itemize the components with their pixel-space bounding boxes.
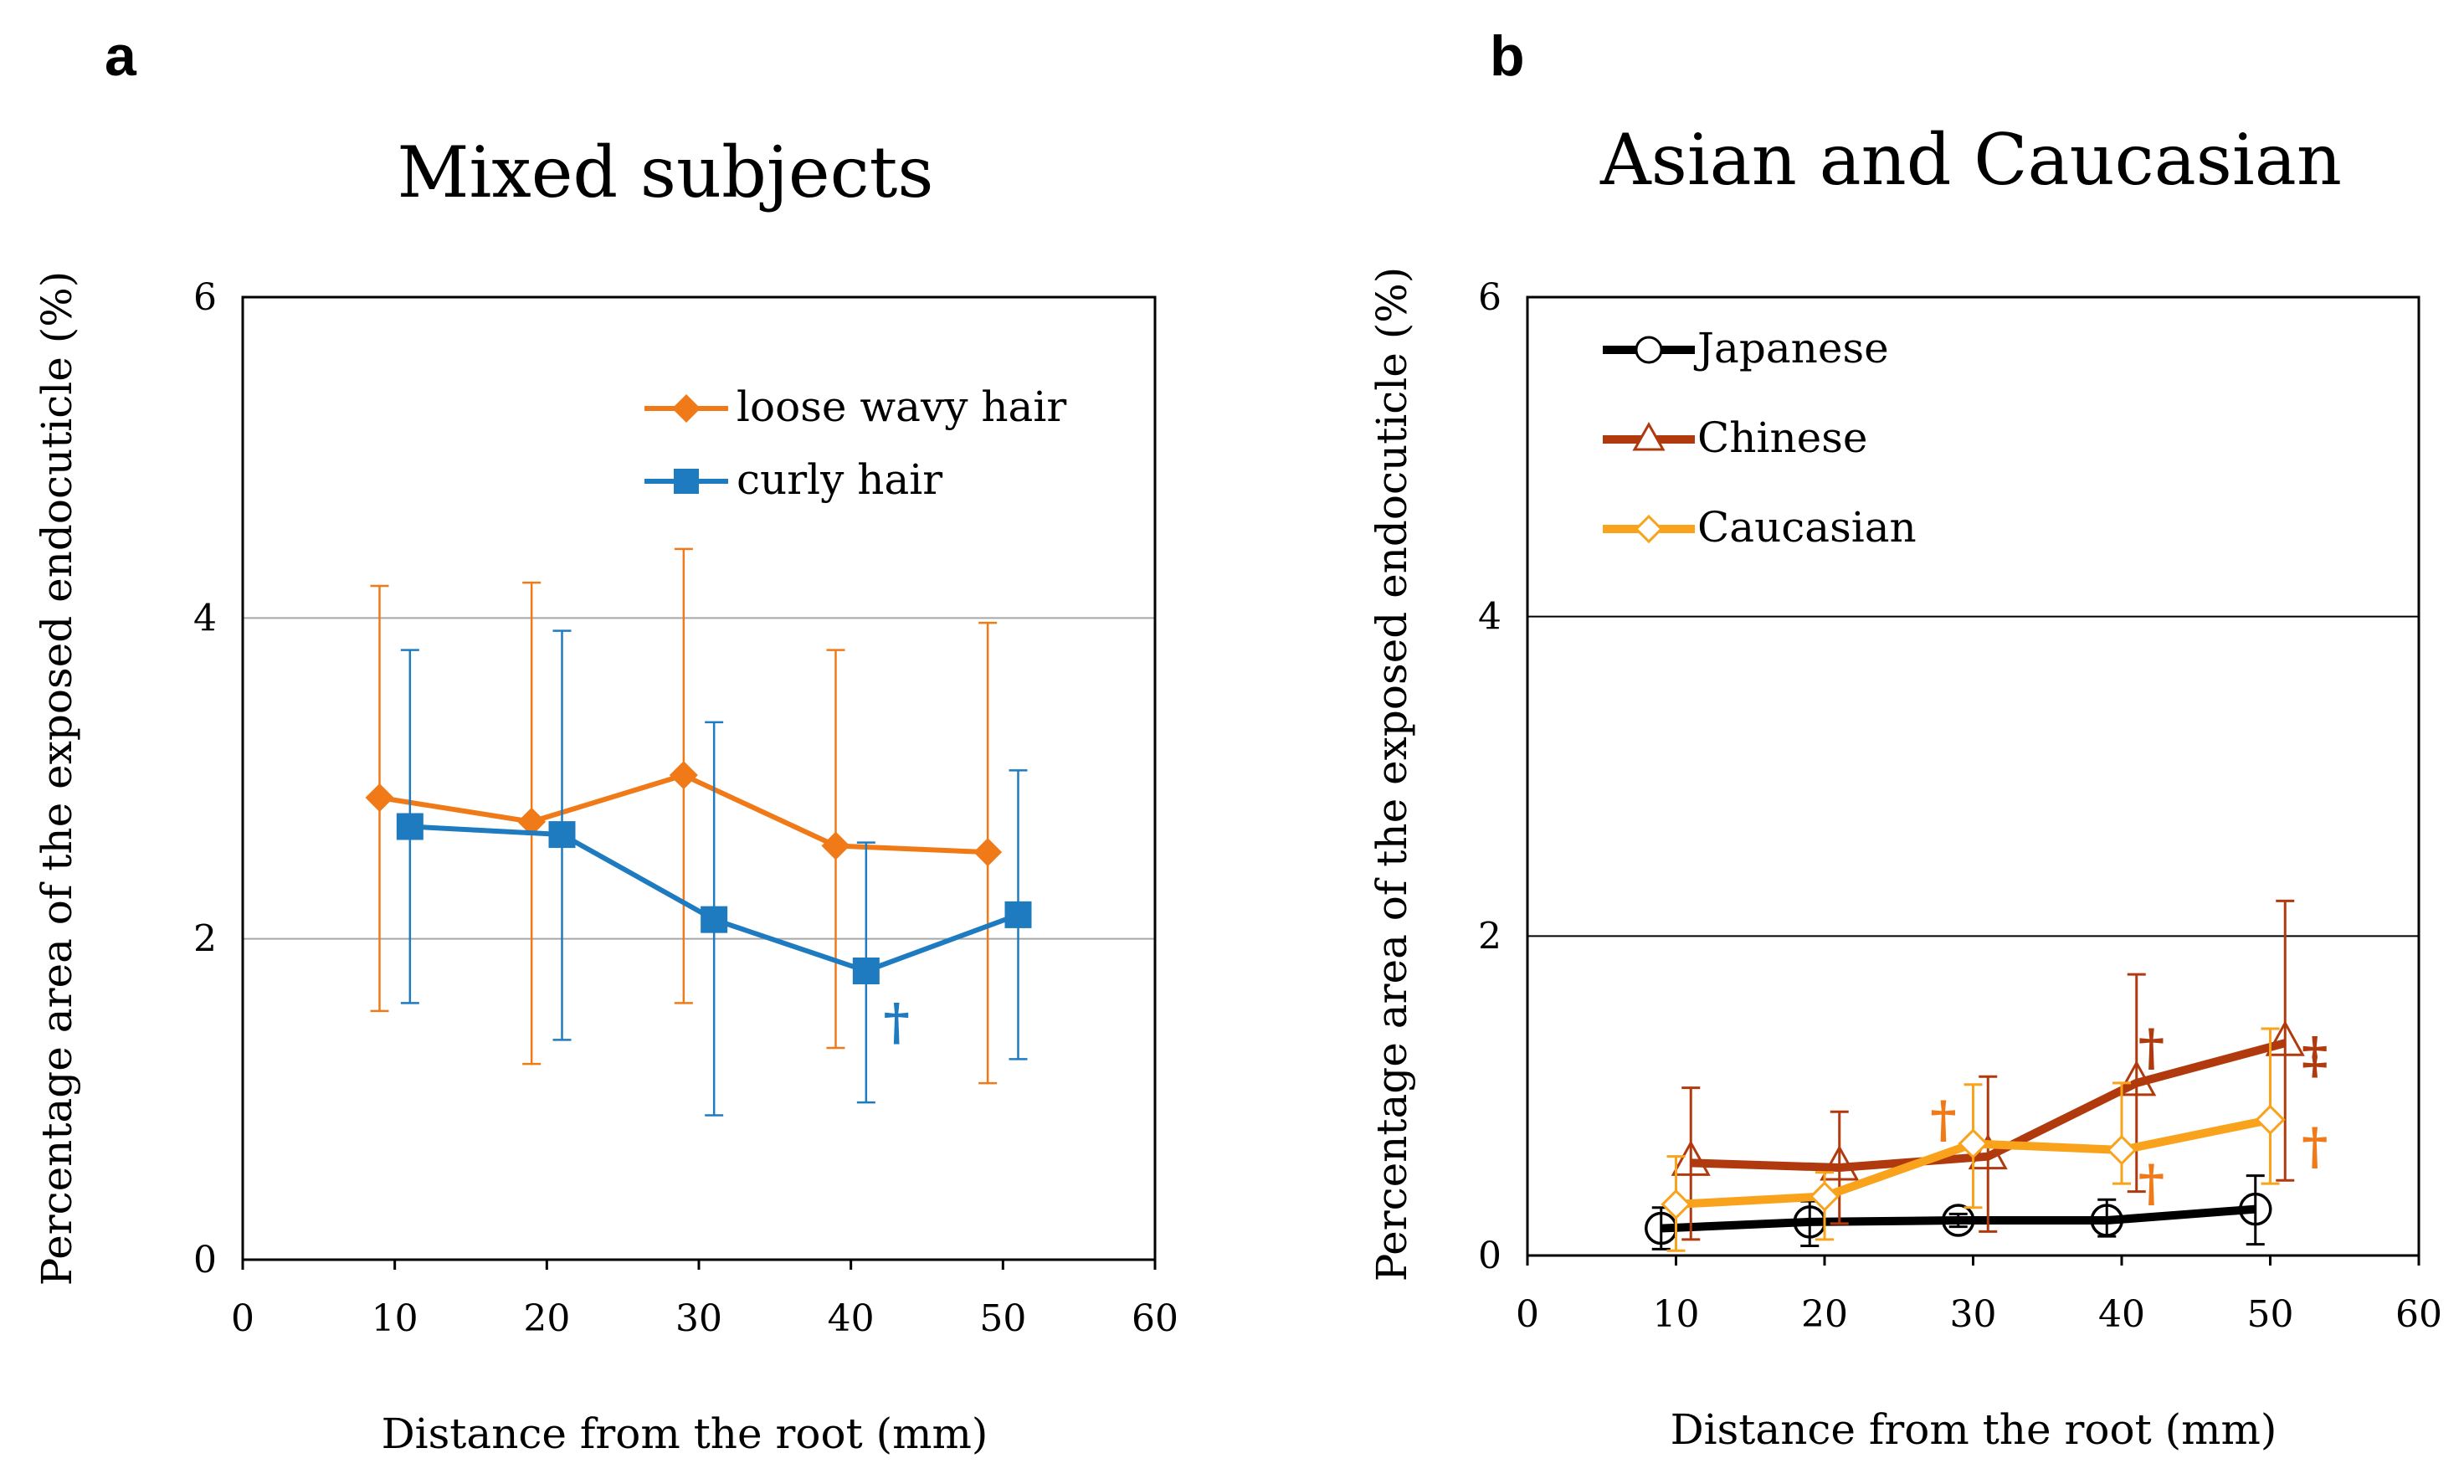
legend-marker-chinese — [1632, 421, 1666, 451]
a-point-loose-wavy-hair-3 — [821, 831, 850, 860]
b-y-tick-6: 6 — [1478, 276, 1502, 319]
panel-a-title: Mixed subjects — [397, 131, 933, 213]
a-series-loose-wavy-hair — [365, 547, 1003, 1085]
b-annotation-2: † — [2138, 1154, 2164, 1213]
b-annotation-4: † — [2302, 1117, 2328, 1176]
a-point-loose-wavy-hair-1 — [517, 807, 547, 836]
b-y-tick-0: 0 — [1478, 1235, 1502, 1277]
b-point-chinese-0 — [1671, 1140, 1711, 1176]
panel-a-x-axis-label: Distance from the root (mm) — [382, 1410, 988, 1458]
a-x-tick-0: 0 — [231, 1297, 254, 1340]
a-point-curly-hair-1 — [548, 821, 576, 849]
b-y-tick-4: 4 — [1478, 596, 1502, 639]
a-y-tick-6: 6 — [193, 276, 217, 319]
b-x-tick-10: 10 — [1653, 1293, 1700, 1336]
panel-b-annotations: † † † ‡ † — [1930, 1019, 2328, 1213]
b-point-caucasian-3 — [2106, 1134, 2138, 1166]
b-x-tick-40: 40 — [2098, 1293, 2145, 1336]
panel-b-series — [1645, 899, 2305, 1252]
b-point-caucasian-4 — [2255, 1104, 2286, 1135]
a-point-loose-wavy-hair-0 — [365, 783, 394, 812]
a-x-tick-20: 20 — [523, 1297, 570, 1340]
a-point-curly-hair-0 — [396, 813, 424, 840]
b-point-japanese-2 — [1942, 1204, 1975, 1237]
legend-marker-loose-wavy — [672, 394, 701, 423]
legend-marker-japanese — [1635, 336, 1663, 364]
legend-label-loose-wavy: loose wavy hair — [737, 383, 1066, 431]
panel-b-title: Asian and Caucasian — [1599, 119, 2342, 201]
a-point-curly-hair-4 — [1004, 901, 1032, 928]
b-point-chinese-3 — [2117, 1060, 2157, 1096]
legend-label-curly: curly hair — [737, 455, 942, 504]
a-point-loose-wavy-hair-2 — [669, 761, 698, 790]
b-point-caucasian-1 — [1809, 1181, 1840, 1212]
a-y-tick-0: 0 — [193, 1239, 217, 1281]
panel-b-y-tick-labels: 0 2 4 6 — [1478, 276, 1502, 1277]
panel-b-x-tick-labels: 0 10 20 30 40 50 60 — [1516, 1255, 2442, 1336]
panel-b-y-axis-label: Percentage area of the exposed endocutic… — [1368, 267, 1416, 1282]
panel-b-legend: Japanese Chinese Caucasian — [1603, 324, 1917, 552]
panel-a-gridlines — [243, 617, 1155, 940]
legend-label-caucasian: Caucasian — [1697, 503, 1917, 552]
b-point-chinese-4 — [2265, 1020, 2305, 1056]
panel-a-y-axis-label: Percentage area of the exposed endocutic… — [33, 271, 81, 1286]
b-annotation-1: † — [2138, 1019, 2164, 1077]
b-point-caucasian-0 — [1661, 1189, 1691, 1220]
panel-a-x-tick-labels: 0 10 20 30 40 50 60 — [231, 1260, 1178, 1340]
b-x-tick-0: 0 — [1516, 1293, 1539, 1336]
a-point-curly-hair-2 — [701, 906, 728, 933]
legend-marker-caucasian — [1634, 514, 1664, 544]
panel-b-chart: Asian and Caucasian 0 2 4 6 0 10 20 30 40 50 60 †… — [1368, 119, 2442, 1454]
b-series-chinese — [1671, 899, 2305, 1241]
b-line-japanese — [1661, 1204, 2256, 1233]
b-point-caucasian-2 — [1958, 1128, 1989, 1159]
panel-a-letter: a — [105, 24, 137, 88]
b-y-tick-2: 2 — [1478, 915, 1502, 958]
b-series-caucasian — [1661, 1027, 2286, 1252]
b-x-tick-30: 30 — [1950, 1293, 1997, 1336]
a-series-curly-hair — [396, 629, 1032, 1117]
panel-b-letter: b — [1490, 24, 1525, 88]
b-annotation-3: ‡ — [2302, 1026, 2328, 1085]
b-x-tick-20: 20 — [1801, 1293, 1848, 1336]
b-point-japanese-4 — [2239, 1192, 2272, 1226]
panel-b-gridlines — [1527, 615, 2419, 937]
panel-a-legend: loose wavy hair curly hair — [644, 383, 1066, 504]
legend-label-japanese: Japanese — [1693, 324, 1889, 372]
b-x-tick-50: 50 — [2247, 1293, 2294, 1336]
b-point-japanese-3 — [2090, 1204, 2123, 1237]
panel-b-x-axis-label: Distance from the root (mm) — [1671, 1405, 2277, 1454]
a-x-tick-10: 10 — [372, 1297, 418, 1340]
a-annotation-0: † — [883, 993, 909, 1051]
a-x-tick-50: 50 — [979, 1297, 1026, 1340]
a-x-tick-60: 60 — [1132, 1297, 1178, 1340]
panel-a-chart: Mixed subjects 0 2 4 6 0 10 20 30 40 50 60 † Dist… — [33, 131, 1178, 1458]
a-point-loose-wavy-hair-4 — [973, 838, 1003, 867]
legend-marker-curly — [674, 469, 699, 494]
panel-a-annotations: † — [883, 993, 909, 1051]
legend-label-chinese: Chinese — [1697, 413, 1868, 462]
panel-a-series — [365, 547, 1032, 1117]
b-series-japanese — [1645, 1174, 2272, 1250]
a-point-curly-hair-3 — [852, 958, 880, 984]
b-line-chinese — [1691, 1039, 2287, 1173]
a-x-tick-40: 40 — [828, 1297, 875, 1340]
b-annotation-0: † — [1930, 1091, 1956, 1149]
a-y-tick-2: 2 — [193, 918, 217, 961]
a-y-tick-4: 4 — [193, 597, 217, 639]
b-x-tick-60: 60 — [2395, 1293, 2442, 1336]
panel-a-y-tick-labels: 0 2 4 6 — [193, 276, 217, 1281]
a-x-tick-30: 30 — [675, 1297, 722, 1340]
b-point-chinese-1 — [1820, 1144, 1860, 1181]
